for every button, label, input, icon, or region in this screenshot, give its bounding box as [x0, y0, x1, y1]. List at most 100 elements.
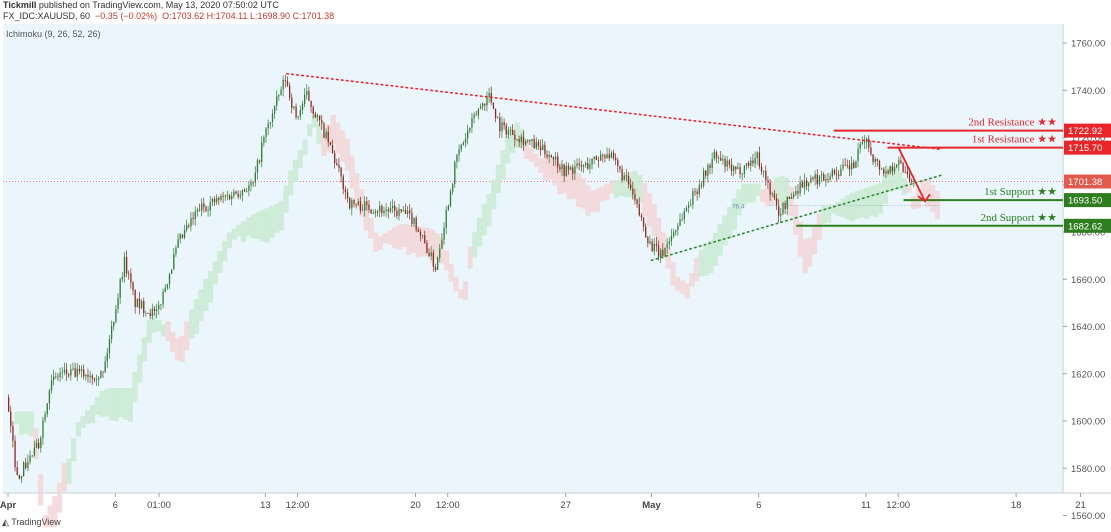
candle-body — [855, 161, 857, 168]
candle-body — [383, 210, 385, 214]
cloud-segment — [226, 232, 233, 249]
cloud-segment — [797, 221, 804, 257]
cloud-segment — [552, 159, 558, 186]
candle-body — [868, 138, 870, 148]
candle-body — [104, 361, 106, 373]
candle-body — [563, 164, 565, 177]
cloud-segment — [613, 179, 619, 198]
candle-body — [799, 182, 801, 194]
candle-body — [602, 154, 604, 156]
candle-body — [503, 122, 505, 126]
candle-body — [636, 199, 638, 205]
candle-body — [426, 242, 428, 254]
candle-body — [848, 165, 851, 170]
last-price-tag: 1701.38 — [1068, 177, 1102, 188]
cloud-segment — [594, 188, 601, 213]
publisher-line: Tickmill published on TradingView.com, M… — [3, 0, 279, 10]
y-tick-label: 1560.00 — [1071, 511, 1105, 522]
candle-body — [630, 184, 632, 189]
cloud-segment — [94, 397, 100, 415]
candle-body — [908, 174, 911, 181]
cloud-segment — [321, 134, 327, 157]
candle-body — [705, 170, 707, 176]
cloud-segment — [165, 321, 171, 342]
candle-body — [550, 155, 552, 157]
candle-body — [424, 235, 426, 243]
candle-body — [364, 201, 366, 211]
candle-body — [585, 163, 587, 166]
candle-body — [833, 169, 836, 174]
x-tick-label: 11 — [861, 500, 871, 511]
published-text: published on TradingView.com, May 13, 20… — [38, 0, 279, 10]
cloud-segment — [170, 332, 176, 353]
trendline-upper — [286, 72, 942, 151]
cloud-segment — [212, 261, 218, 285]
candle-body — [690, 204, 692, 206]
candle-body — [57, 376, 59, 378]
level-tag-bg — [1064, 193, 1111, 208]
cloud-segment — [571, 170, 577, 199]
candle-body — [537, 141, 540, 147]
candle-body — [14, 440, 16, 468]
candle-body — [728, 160, 731, 165]
candle-body — [702, 170, 705, 186]
candle-body — [121, 276, 123, 280]
cloud-segment — [788, 187, 794, 217]
cloud-segment — [288, 170, 294, 196]
cloud-segment — [783, 177, 789, 208]
candle-body — [430, 252, 432, 256]
candle-body — [475, 114, 477, 116]
cloud-segment — [906, 185, 912, 193]
cloud-segment — [925, 179, 931, 208]
candle-body — [370, 209, 372, 214]
candle-body — [763, 170, 765, 172]
candle-body — [574, 166, 576, 174]
candle-body — [417, 229, 419, 232]
tradingview-logo: ◭ TradingView — [2, 517, 61, 528]
candle-body — [514, 134, 516, 140]
cloud-segment — [882, 174, 888, 204]
candle-body — [825, 179, 827, 181]
candle-body — [271, 113, 274, 123]
candle-body — [192, 218, 194, 220]
cloud-segment — [99, 391, 105, 417]
candle-body — [752, 160, 754, 164]
candle-body — [615, 157, 617, 161]
candle-body — [321, 120, 323, 124]
candle-body — [338, 164, 340, 168]
candle-body — [587, 163, 589, 169]
candle-body — [273, 105, 276, 114]
candle-body — [733, 166, 735, 172]
x-tick-label: 12:00 — [436, 500, 460, 511]
indicator-label[interactable]: Ichimoku (9, 26, 52, 26) — [6, 29, 101, 39]
cloud-segment — [868, 186, 874, 216]
candle-body — [612, 152, 615, 158]
candle-body — [771, 193, 773, 195]
candle-body — [893, 167, 896, 172]
candle-body — [582, 165, 585, 167]
candle-body — [447, 206, 450, 210]
candle-body — [765, 170, 767, 181]
candle-body — [737, 167, 739, 170]
cloud-segment — [896, 172, 903, 191]
candle-body — [286, 80, 289, 86]
candle-body — [203, 203, 205, 207]
candle-body — [42, 420, 44, 438]
cloud-segment — [915, 189, 921, 209]
candle-body — [655, 243, 658, 246]
candle-body — [499, 117, 501, 132]
cloud-segment — [774, 177, 780, 202]
cloud-segment — [547, 157, 553, 180]
candle-body — [569, 167, 572, 170]
candle-body — [308, 91, 310, 101]
candle-body — [859, 143, 861, 149]
candle-body — [194, 211, 196, 220]
cloud-segment — [660, 232, 667, 257]
cloud-segment — [387, 230, 393, 245]
candle-body — [604, 155, 606, 158]
candle-body — [29, 455, 31, 462]
cloud-segment — [203, 278, 209, 312]
candle-body — [891, 166, 894, 172]
candle-body — [63, 369, 66, 373]
candle-body — [681, 219, 683, 220]
